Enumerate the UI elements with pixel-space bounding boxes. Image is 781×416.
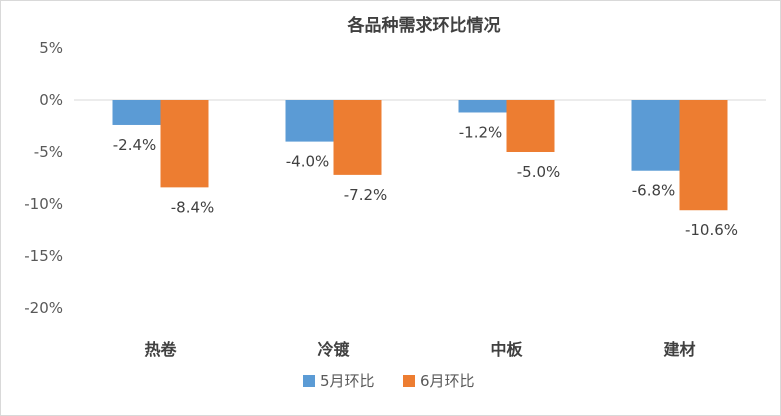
y-tick-label: 0%: [39, 91, 63, 109]
bar-may-0: [112, 100, 161, 125]
bar-may-1: [285, 100, 334, 142]
data-label: -5.0%: [517, 163, 561, 181]
x-tick-label: 冷镀: [317, 340, 350, 359]
data-labels: -2.4% -8.4% -4.0% -7.2% -1.2% -5.0% -6.8% -10.6…: [113, 123, 738, 239]
bar-may-3: [631, 100, 680, 171]
legend-label: 6月环比: [420, 372, 475, 390]
bar-june-2: [506, 100, 555, 152]
bar-june-1: [333, 100, 382, 175]
x-tick-label: 热卷: [144, 340, 177, 359]
x-axis: 热卷 冷镀 中板 建材: [144, 340, 695, 359]
y-tick-label: -20%: [24, 299, 63, 317]
y-axis: 5% 0% -5% -10% -15% -20%: [24, 39, 63, 317]
data-label: -4.0%: [286, 153, 330, 171]
data-label: -8.4%: [171, 198, 215, 216]
legend: 5月环比 6月环比: [303, 372, 475, 390]
legend-swatch: [403, 375, 415, 387]
x-tick-label: 建材: [663, 340, 695, 359]
y-tick-label: -10%: [24, 195, 63, 213]
legend-swatch: [303, 375, 315, 387]
bar-june-0: [160, 100, 209, 188]
data-label: -1.2%: [459, 123, 503, 141]
legend-label: 5月环比: [320, 372, 375, 390]
y-tick-label: 5%: [39, 39, 63, 57]
bars: [112, 100, 728, 211]
y-tick-label: -15%: [24, 247, 63, 265]
bar-june-3: [679, 100, 728, 211]
data-label: -6.8%: [632, 182, 676, 200]
data-label: -2.4%: [113, 136, 157, 154]
x-tick-label: 中板: [490, 340, 523, 359]
data-label: -10.6%: [685, 221, 738, 239]
y-tick-label: -5%: [34, 143, 63, 161]
chart-title: 各品种需求环比情况: [347, 15, 501, 36]
data-label: -7.2%: [344, 186, 388, 204]
bar-may-2: [458, 100, 507, 113]
